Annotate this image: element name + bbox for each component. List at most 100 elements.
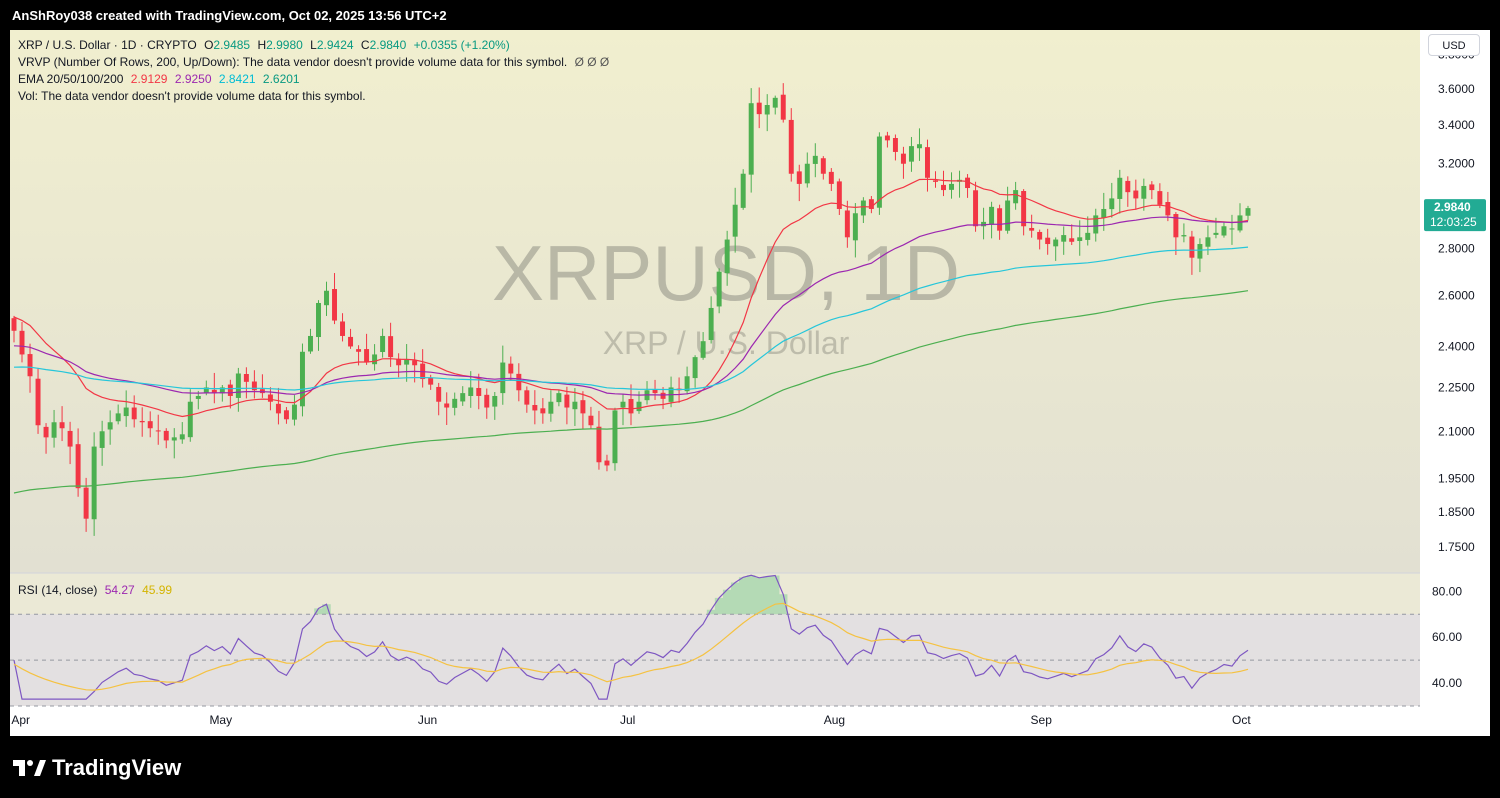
candle-body [989, 206, 995, 225]
candle-body [652, 389, 658, 394]
last-price-tag [1424, 199, 1486, 232]
rsi-value: 54.27 [104, 583, 135, 597]
candle-body [1061, 235, 1067, 242]
ema200-value: 2.6201 [262, 72, 300, 86]
candle-body [1021, 190, 1027, 227]
candle-body [860, 200, 866, 216]
candle-body [452, 398, 458, 408]
candle-body [973, 190, 979, 227]
candle-body [396, 358, 402, 366]
candle-body [900, 153, 906, 164]
tradingview-logo-icon [13, 760, 46, 776]
candle-body [227, 384, 233, 396]
rsi-overbought-fill [314, 575, 788, 615]
candle-body [500, 362, 506, 394]
ema20-value: 2.9129 [130, 72, 168, 86]
candle-body [476, 388, 482, 396]
candle-body [139, 420, 145, 423]
candle-body [372, 354, 378, 365]
candle-body [340, 321, 346, 336]
candle-body [997, 208, 1003, 231]
candle-body [436, 386, 442, 402]
candle-body [388, 336, 394, 358]
price-tick-label: 2.4000 [1438, 339, 1475, 353]
candle-body [941, 184, 946, 191]
candle-body [179, 434, 185, 440]
change-value: +0.0355 (+1.20%) [413, 38, 510, 52]
candle-body [219, 387, 225, 394]
vrvp-legend[interactable]: VRVP (Number Of Rows, 200, Up/Down): The… [18, 55, 613, 69]
candle-body [876, 136, 882, 208]
candle-body [933, 180, 938, 182]
candle-body [211, 389, 217, 394]
time-tick-label: Sep [1031, 713, 1053, 727]
ema50-value: 2.9250 [174, 72, 212, 86]
candle-body [51, 422, 57, 438]
symbol-legend[interactable]: XRP / U.S. Dollar · 1D · CRYPTO O2.9485 … [18, 38, 514, 52]
price-tick-label: 1.8500 [1438, 505, 1475, 519]
vol-legend[interactable]: Vol: The data vendor doesn't provide vol… [18, 89, 370, 103]
candle-body [764, 105, 770, 115]
candle-body [660, 392, 666, 399]
candle-body [1013, 190, 1019, 204]
brand-name: TradingView [52, 755, 182, 780]
candle-body [1213, 232, 1219, 235]
candle-body [1165, 202, 1171, 216]
ema-legend[interactable]: EMA 20/50/100/200 2.9129 2.9250 2.8421 2… [18, 72, 304, 86]
candle-body [412, 360, 418, 366]
candle-body [43, 426, 49, 438]
vrvp-text: VRVP (Number Of Rows, 200, Up/Down): The… [18, 55, 568, 69]
ema50-line [13, 216, 1249, 396]
candle-body [1157, 191, 1163, 205]
candle-body [1005, 200, 1011, 231]
candle-body [508, 363, 514, 374]
candle-body [556, 393, 562, 403]
rsi-legend[interactable]: RSI (14, close) 54.27 45.99 [18, 583, 176, 597]
candle-body [724, 239, 730, 274]
candle-body [187, 401, 193, 438]
candle-body [780, 94, 786, 120]
candle-body [19, 330, 25, 355]
price-tick-label: 3.6000 [1438, 82, 1475, 96]
candle-body [1149, 184, 1155, 191]
candle-body [540, 408, 546, 414]
ema-label: EMA 20/50/100/200 [18, 72, 124, 86]
candle-body [1093, 215, 1099, 234]
time-tick-label: May [209, 713, 232, 727]
candle-body [868, 199, 874, 209]
currency-button[interactable]: USD [1428, 34, 1480, 56]
time-tick-label: Jun [418, 713, 437, 727]
vrvp-icons[interactable]: Ø Ø Ø [574, 55, 610, 69]
candle-body [1029, 227, 1035, 231]
candle-body [1045, 237, 1051, 245]
price-pane-background [10, 30, 1420, 573]
candle-body [1221, 226, 1227, 236]
candle-body [580, 400, 586, 414]
candle-body [171, 437, 177, 441]
candle-body [692, 357, 698, 379]
attribution-text: AnShRoy038 created with TradingView.com,… [12, 8, 447, 23]
candle-body [548, 401, 554, 414]
candle-body [195, 395, 201, 399]
candle-body [1229, 228, 1235, 230]
candle-body [636, 401, 642, 412]
candle-body [572, 401, 578, 410]
candle-body [27, 354, 33, 377]
candle-body [524, 390, 530, 405]
rsi-line [13, 574, 1249, 700]
rsi-tick-label: 40.00 [1432, 676, 1462, 690]
candle-body [460, 393, 466, 402]
candle-body [828, 171, 834, 184]
candle-body [836, 181, 842, 209]
tradingview-brand[interactable]: TradingView [12, 754, 181, 782]
candle-body [307, 335, 313, 352]
candle-body [155, 430, 161, 432]
price-tick-label: 3.4000 [1438, 118, 1475, 132]
candle-body [908, 146, 914, 162]
candle-body [1141, 185, 1147, 199]
symbol-title[interactable]: XRP / U.S. Dollar · 1D · CRYPTO [18, 38, 197, 52]
candle-body [107, 422, 113, 430]
candle-body [756, 102, 762, 115]
